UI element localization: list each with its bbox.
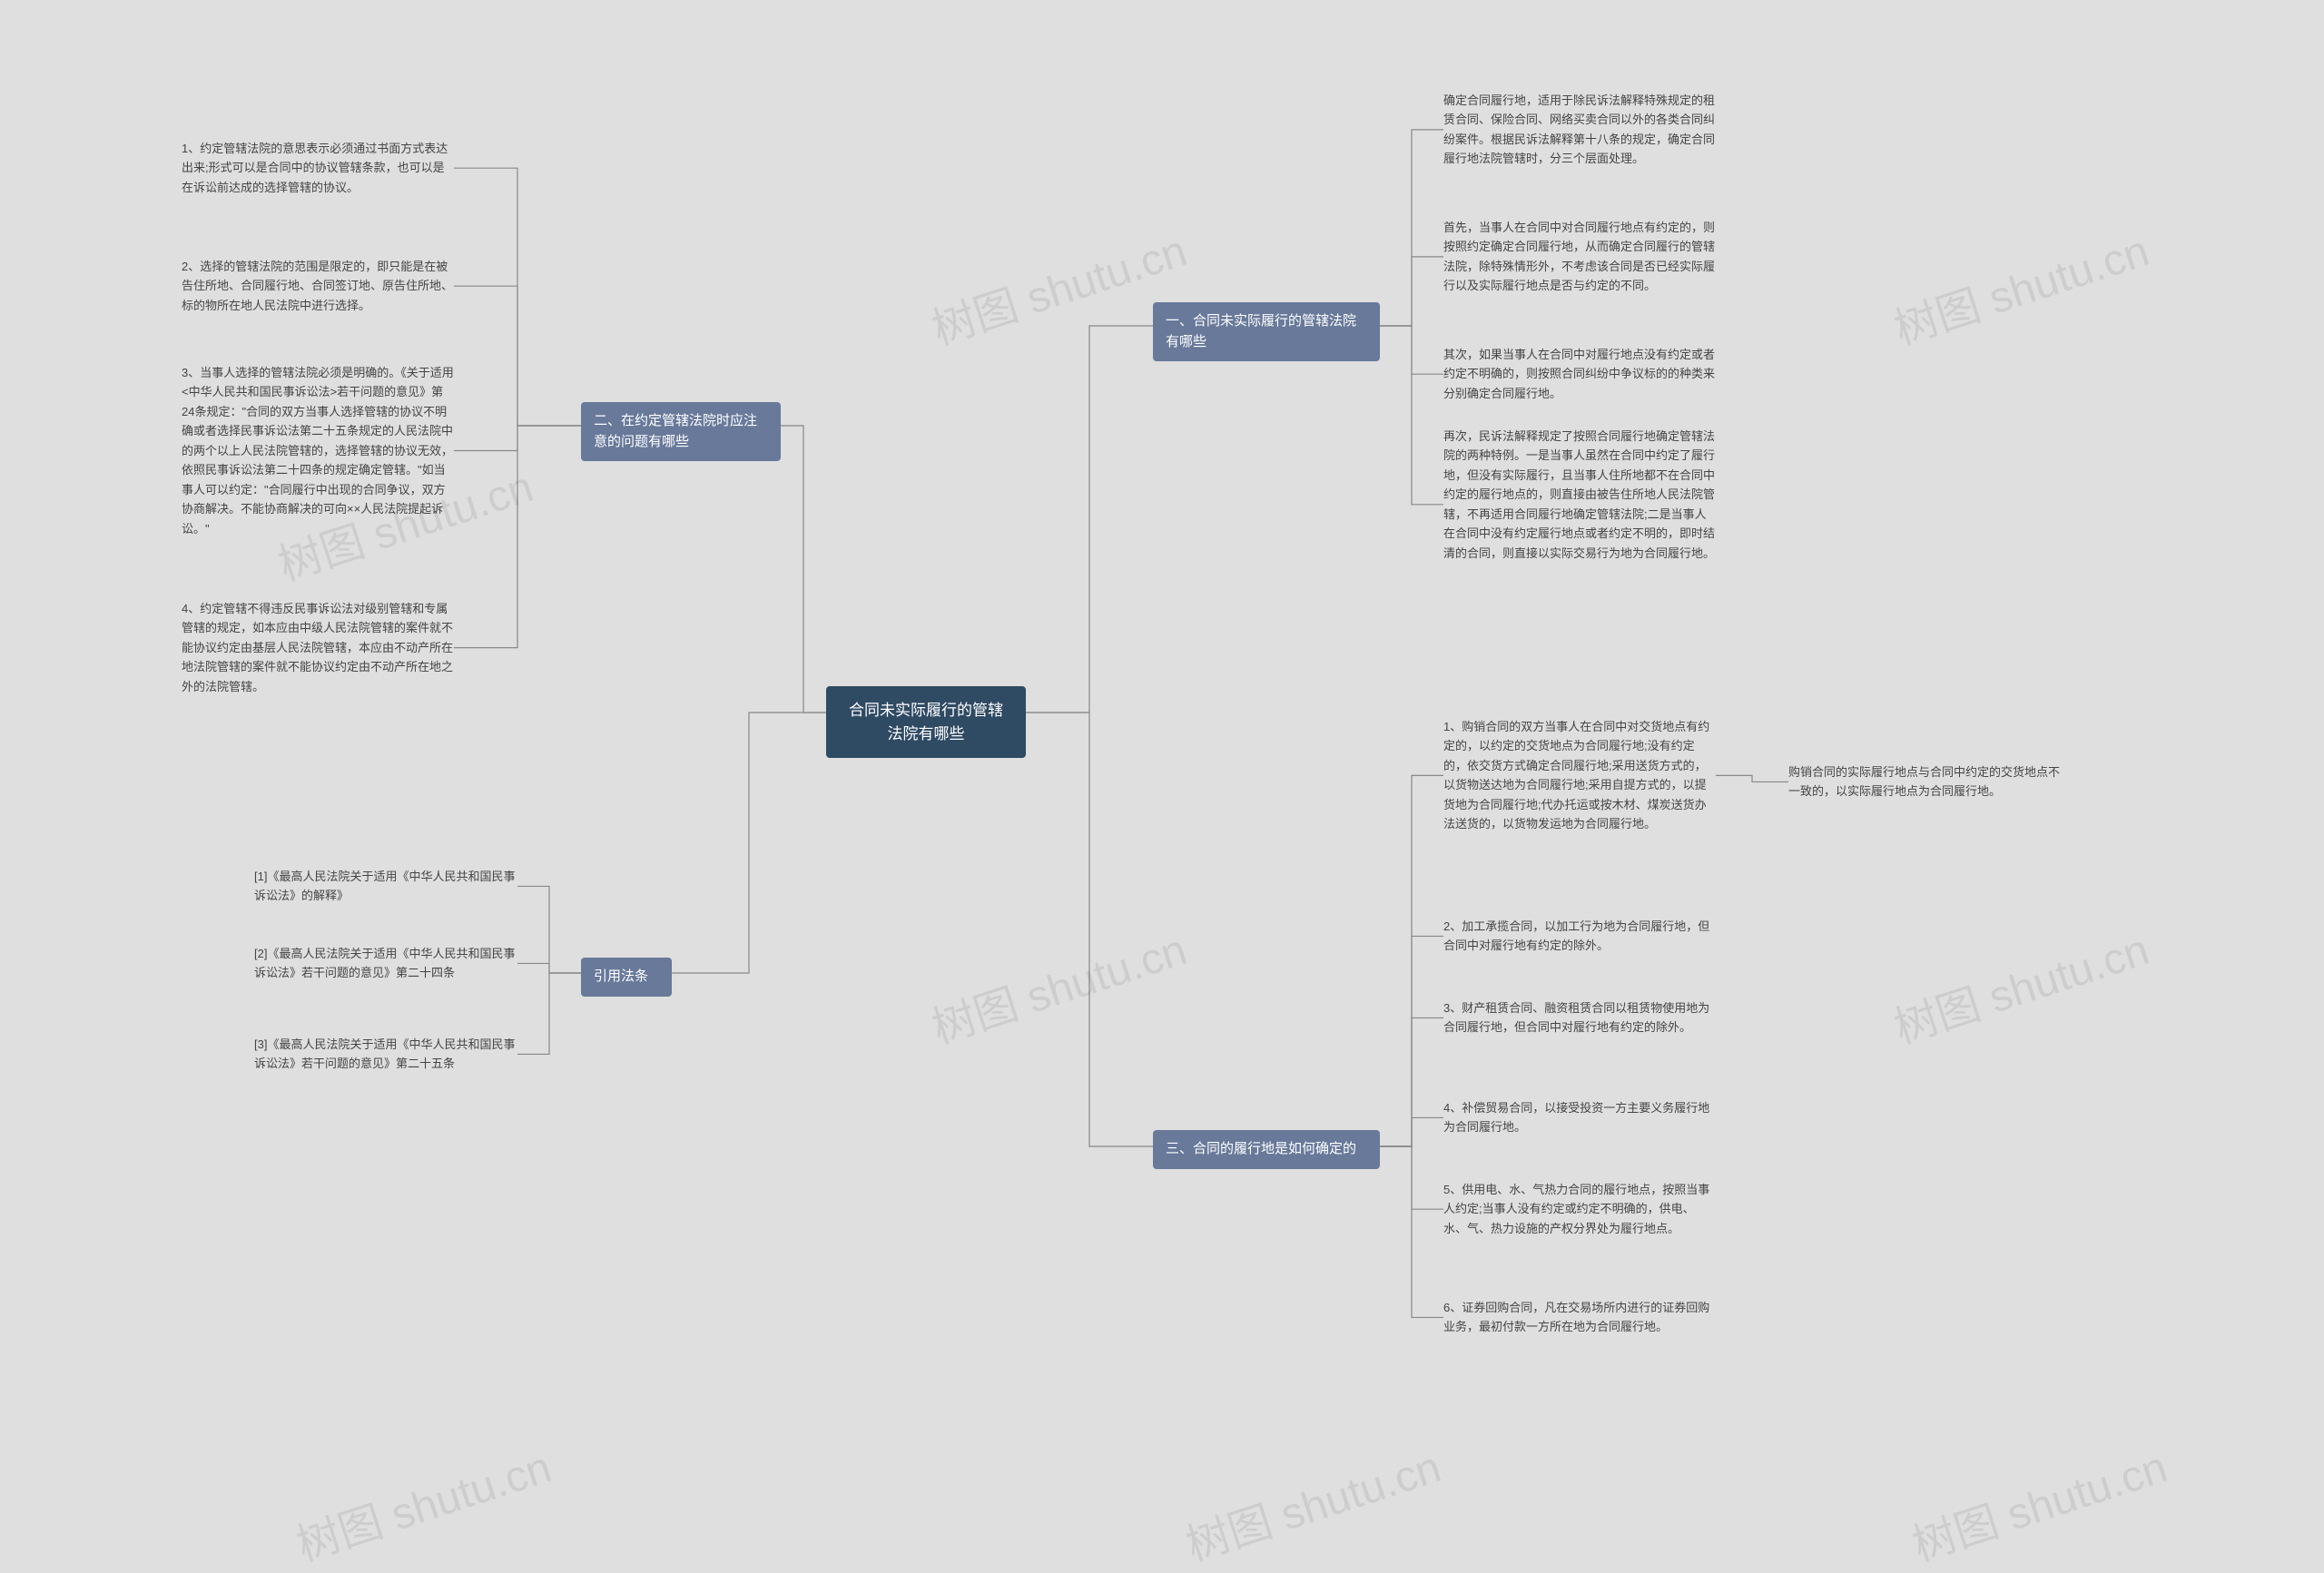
root-node: 合同未实际履行的管辖法院有哪些 xyxy=(826,686,1026,758)
branch-node: 一、合同未实际履行的管辖法院有哪些 xyxy=(1153,302,1380,361)
leaf-text: 购销合同的实际履行地点与合同中约定的交货地点不一致的，以实际履行地点为合同履行地… xyxy=(1788,762,2061,801)
watermark: 树图 shutu.cn xyxy=(1177,1431,1447,1573)
leaf-text: 2、选择的管辖法院的范围是限定的，即只能是在被告住所地、合同履行地、合同签订地、… xyxy=(182,257,454,315)
watermark: 树图 shutu.cn xyxy=(1885,914,2155,1056)
leaf-text: 6、证券回购合同，凡在交易场所内进行的证券回购业务，最初付款一方所在地为合同履行… xyxy=(1443,1298,1716,1337)
branch-node: 三、合同的履行地是如何确定的 xyxy=(1153,1130,1380,1169)
leaf-text: [2]《最高人民法院关于适用《中华人民共和国民事诉讼法》若干问题的意见》第二十四… xyxy=(254,944,517,983)
leaf-text: [1]《最高人民法院关于适用《中华人民共和国民事诉讼法》的解释》 xyxy=(254,867,517,906)
leaf-text: 1、购销合同的双方当事人在合同中对交货地点有约定的，以约定的交货地点为合同履行地… xyxy=(1443,717,1716,834)
leaf-text: 3、当事人选择的管辖法院必须是明确的。《关于适用<中华人民共和国民事诉讼法>若干… xyxy=(182,363,454,538)
branch-node: 引用法条 xyxy=(581,958,672,997)
leaf-text: 4、补偿贸易合同，以接受投资一方主要义务履行地为合同履行地。 xyxy=(1443,1098,1716,1137)
connector-layer xyxy=(0,0,2324,1512)
branch-node: 二、在约定管辖法院时应注意的问题有哪些 xyxy=(581,402,781,461)
leaf-text: 确定合同履行地，适用于除民诉法解释特殊规定的租赁合同、保险合同、网络买卖合同以外… xyxy=(1443,91,1716,169)
leaf-text: 再次，民诉法解释规定了按照合同履行地确定管辖法院的两种特例。一是当事人虽然在合同… xyxy=(1443,427,1716,563)
watermark: 树图 shutu.cn xyxy=(287,1431,557,1573)
watermark: 树图 shutu.cn xyxy=(1885,215,2155,357)
watermark: 树图 shutu.cn xyxy=(1903,1431,2173,1573)
leaf-text: 4、约定管辖不得违反民事诉讼法对级别管辖和专属管辖的规定，如本应由中级人民法院管… xyxy=(182,599,454,696)
leaf-text: [3]《最高人民法院关于适用《中华人民共和国民事诉讼法》若干问题的意见》第二十五… xyxy=(254,1035,517,1074)
leaf-text: 其次，如果当事人在合同中对履行地点没有约定或者约定不明确的，则按照合同纠纷中争议… xyxy=(1443,345,1716,403)
watermark: 树图 shutu.cn xyxy=(922,914,1193,1056)
leaf-text: 3、财产租赁合同、融资租赁合同以租赁物使用地为合同履行地，但合同中对履行地有约定… xyxy=(1443,998,1716,1037)
leaf-text: 1、约定管辖法院的意思表示必须通过书面方式表达出来;形式可以是合同中的协议管辖条… xyxy=(182,139,454,197)
leaf-text: 5、供用电、水、气热力合同的履行地点，按照当事人约定;当事人没有约定或约定不明确… xyxy=(1443,1180,1716,1238)
leaf-text: 2、加工承揽合同，以加工行为地为合同履行地，但合同中对履行地有约定的除外。 xyxy=(1443,917,1716,956)
leaf-text: 首先，当事人在合同中对合同履行地点有约定的，则按照约定确定合同履行地，从而确定合… xyxy=(1443,218,1716,296)
